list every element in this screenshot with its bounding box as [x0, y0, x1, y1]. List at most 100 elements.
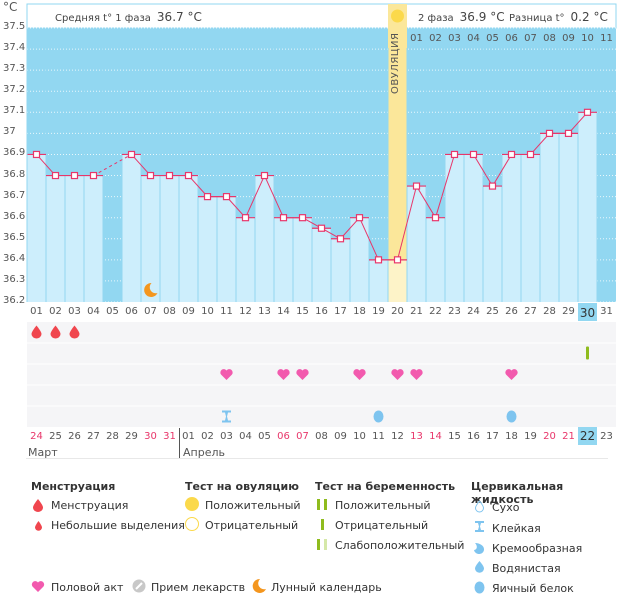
temp-line-segment [264, 175, 284, 218]
cycle-day-label[interactable]: 20 [391, 306, 404, 317]
calendar-date-label[interactable]: 19 [524, 431, 537, 442]
calendar-date-label[interactable]: 14 [429, 431, 442, 442]
calendar-date-label[interactable]: 11 [372, 431, 385, 442]
y-tick-label: 36.5 [3, 231, 26, 243]
calendar-date-label[interactable]: 26 [68, 431, 81, 442]
calendar-date-label[interactable]: 01 [182, 431, 195, 442]
calendar-date-label[interactable]: 03 [220, 431, 233, 442]
calendar-date-label[interactable]: 29 [125, 431, 138, 442]
y-tick-label: 37.2 [3, 84, 26, 96]
calendar-date-label[interactable]: 22 [579, 429, 596, 443]
temp-bar [179, 175, 198, 302]
legend-cervical-sticky: Клейкая [492, 522, 541, 535]
legend-cervical-creamy: Кремообразная [492, 542, 583, 555]
temp-point [374, 256, 383, 264]
y-tick-label: 37.5 [3, 21, 26, 32]
legend-pregnancy-faint: Слабоположительный [335, 539, 465, 552]
cervical-eggwhite-icon [474, 581, 485, 594]
cycle-day-label[interactable]: 31 [600, 306, 613, 317]
legend-intercourse: Половой акт [51, 581, 124, 594]
temp-bar [160, 175, 179, 302]
calendar-date-label[interactable]: 30 [144, 431, 157, 442]
spotting-drop-icon [35, 521, 42, 531]
diff-value: 0.2 °C [570, 10, 608, 24]
calendar-date-label[interactable]: 24 [30, 431, 43, 442]
calendar-date-label[interactable]: 10 [353, 431, 366, 442]
temp-point [488, 182, 497, 190]
header-box [26, 3, 617, 29]
calendar-date-label[interactable]: 13 [410, 431, 423, 442]
cycle-day-label[interactable]: 07 [144, 306, 157, 317]
cycle-day-label[interactable]: 15 [296, 306, 309, 317]
cycle-day-label[interactable]: 12 [239, 306, 252, 317]
temp-line-segment [473, 154, 493, 187]
intercourse-heart-icon [391, 369, 404, 380]
calendar-date-label[interactable]: 25 [49, 431, 62, 442]
cycle-day-label[interactable]: 05 [106, 306, 119, 317]
cycle-day-label[interactable]: 22 [429, 306, 442, 317]
calendar-date-label[interactable]: 28 [106, 431, 119, 442]
ovulation-positive-icon [185, 497, 199, 511]
cycle-day-label[interactable]: 16 [315, 306, 328, 317]
cycle-day-label[interactable]: 26 [505, 306, 518, 317]
cycle-day-label[interactable]: 08 [163, 306, 176, 317]
calendar-date-label[interactable]: 04 [239, 431, 252, 442]
y-tick-label: 37.3 [3, 63, 26, 75]
legend-ovulation-negative: Отрицательный [205, 519, 299, 532]
temp-point [507, 150, 516, 159]
cycle-day-label[interactable]: 04 [87, 306, 100, 317]
temp-bar [350, 217, 369, 302]
intercourse-heart-icon [277, 369, 290, 380]
calendar-date-label[interactable]: 06 [277, 431, 290, 442]
cycle-day-label[interactable]: 18 [353, 306, 366, 317]
cycle-day-label[interactable]: 14 [277, 306, 290, 317]
temp-point [222, 193, 231, 201]
temp-point [241, 214, 250, 222]
calendar-date-label[interactable]: 02 [201, 431, 214, 442]
cycle-day-label[interactable]: 29 [562, 306, 575, 317]
cycle-day-label[interactable]: 06 [125, 306, 138, 317]
calendar-date-label[interactable]: 27 [87, 431, 100, 442]
y-axis-unit: °C [3, 0, 18, 14]
cycle-day-label[interactable]: 19 [372, 306, 385, 317]
cycle-day-label[interactable]: 02 [49, 306, 62, 317]
cycle-day-label[interactable]: 03 [68, 306, 81, 317]
cycle-day-label[interactable]: 27 [524, 306, 537, 317]
legend-lunar-calendar: Лунный календарь [271, 581, 382, 594]
cycle-day-label[interactable]: 09 [182, 306, 195, 317]
calendar-date-label[interactable]: 16 [467, 431, 480, 442]
temp-bar [483, 186, 502, 302]
temp-line-segment [93, 154, 132, 176]
temp-bar [141, 175, 160, 302]
cycle-day-label[interactable]: 21 [410, 306, 423, 317]
temp-line-segment [435, 154, 455, 218]
calendar-date-label[interactable]: 07 [296, 431, 309, 442]
calendar-date-label[interactable]: 09 [334, 431, 347, 442]
cycle-day-label[interactable]: 17 [334, 306, 347, 317]
cycle-day-label[interactable]: 25 [486, 306, 499, 317]
calendar-date-label[interactable]: 05 [258, 431, 271, 442]
calendar-date-label[interactable]: 31 [163, 431, 176, 442]
cycle-day-label[interactable]: 24 [467, 306, 480, 317]
cycle-day-label[interactable]: 11 [220, 306, 233, 317]
month-divider [179, 428, 180, 458]
calendar-date-label[interactable]: 08 [315, 431, 328, 442]
cycle-day-label[interactable]: 13 [258, 306, 271, 317]
calendar-date-label[interactable]: 17 [486, 431, 499, 442]
pregnancy-faint-icon-b [324, 539, 327, 550]
cycle-day-label[interactable]: 30 [579, 306, 596, 320]
calendar-date-label[interactable]: 23 [600, 431, 613, 442]
phase2-day-label: 04 [467, 33, 480, 44]
cervical-sticky-icon [475, 521, 484, 532]
calendar-date-label[interactable]: 15 [448, 431, 461, 442]
cycle-day-label[interactable]: 01 [30, 306, 43, 317]
temp-line-segment [397, 185, 417, 260]
calendar-date-label[interactable]: 12 [391, 431, 404, 442]
calendar-date-label[interactable]: 21 [562, 431, 575, 442]
cycle-day-label[interactable]: 28 [543, 306, 556, 317]
calendar-date-label[interactable]: 18 [505, 431, 518, 442]
cycle-day-label[interactable]: 10 [201, 306, 214, 317]
selected-date-highlight [578, 427, 597, 445]
cycle-day-label[interactable]: 23 [448, 306, 461, 317]
calendar-date-label[interactable]: 20 [543, 431, 556, 442]
